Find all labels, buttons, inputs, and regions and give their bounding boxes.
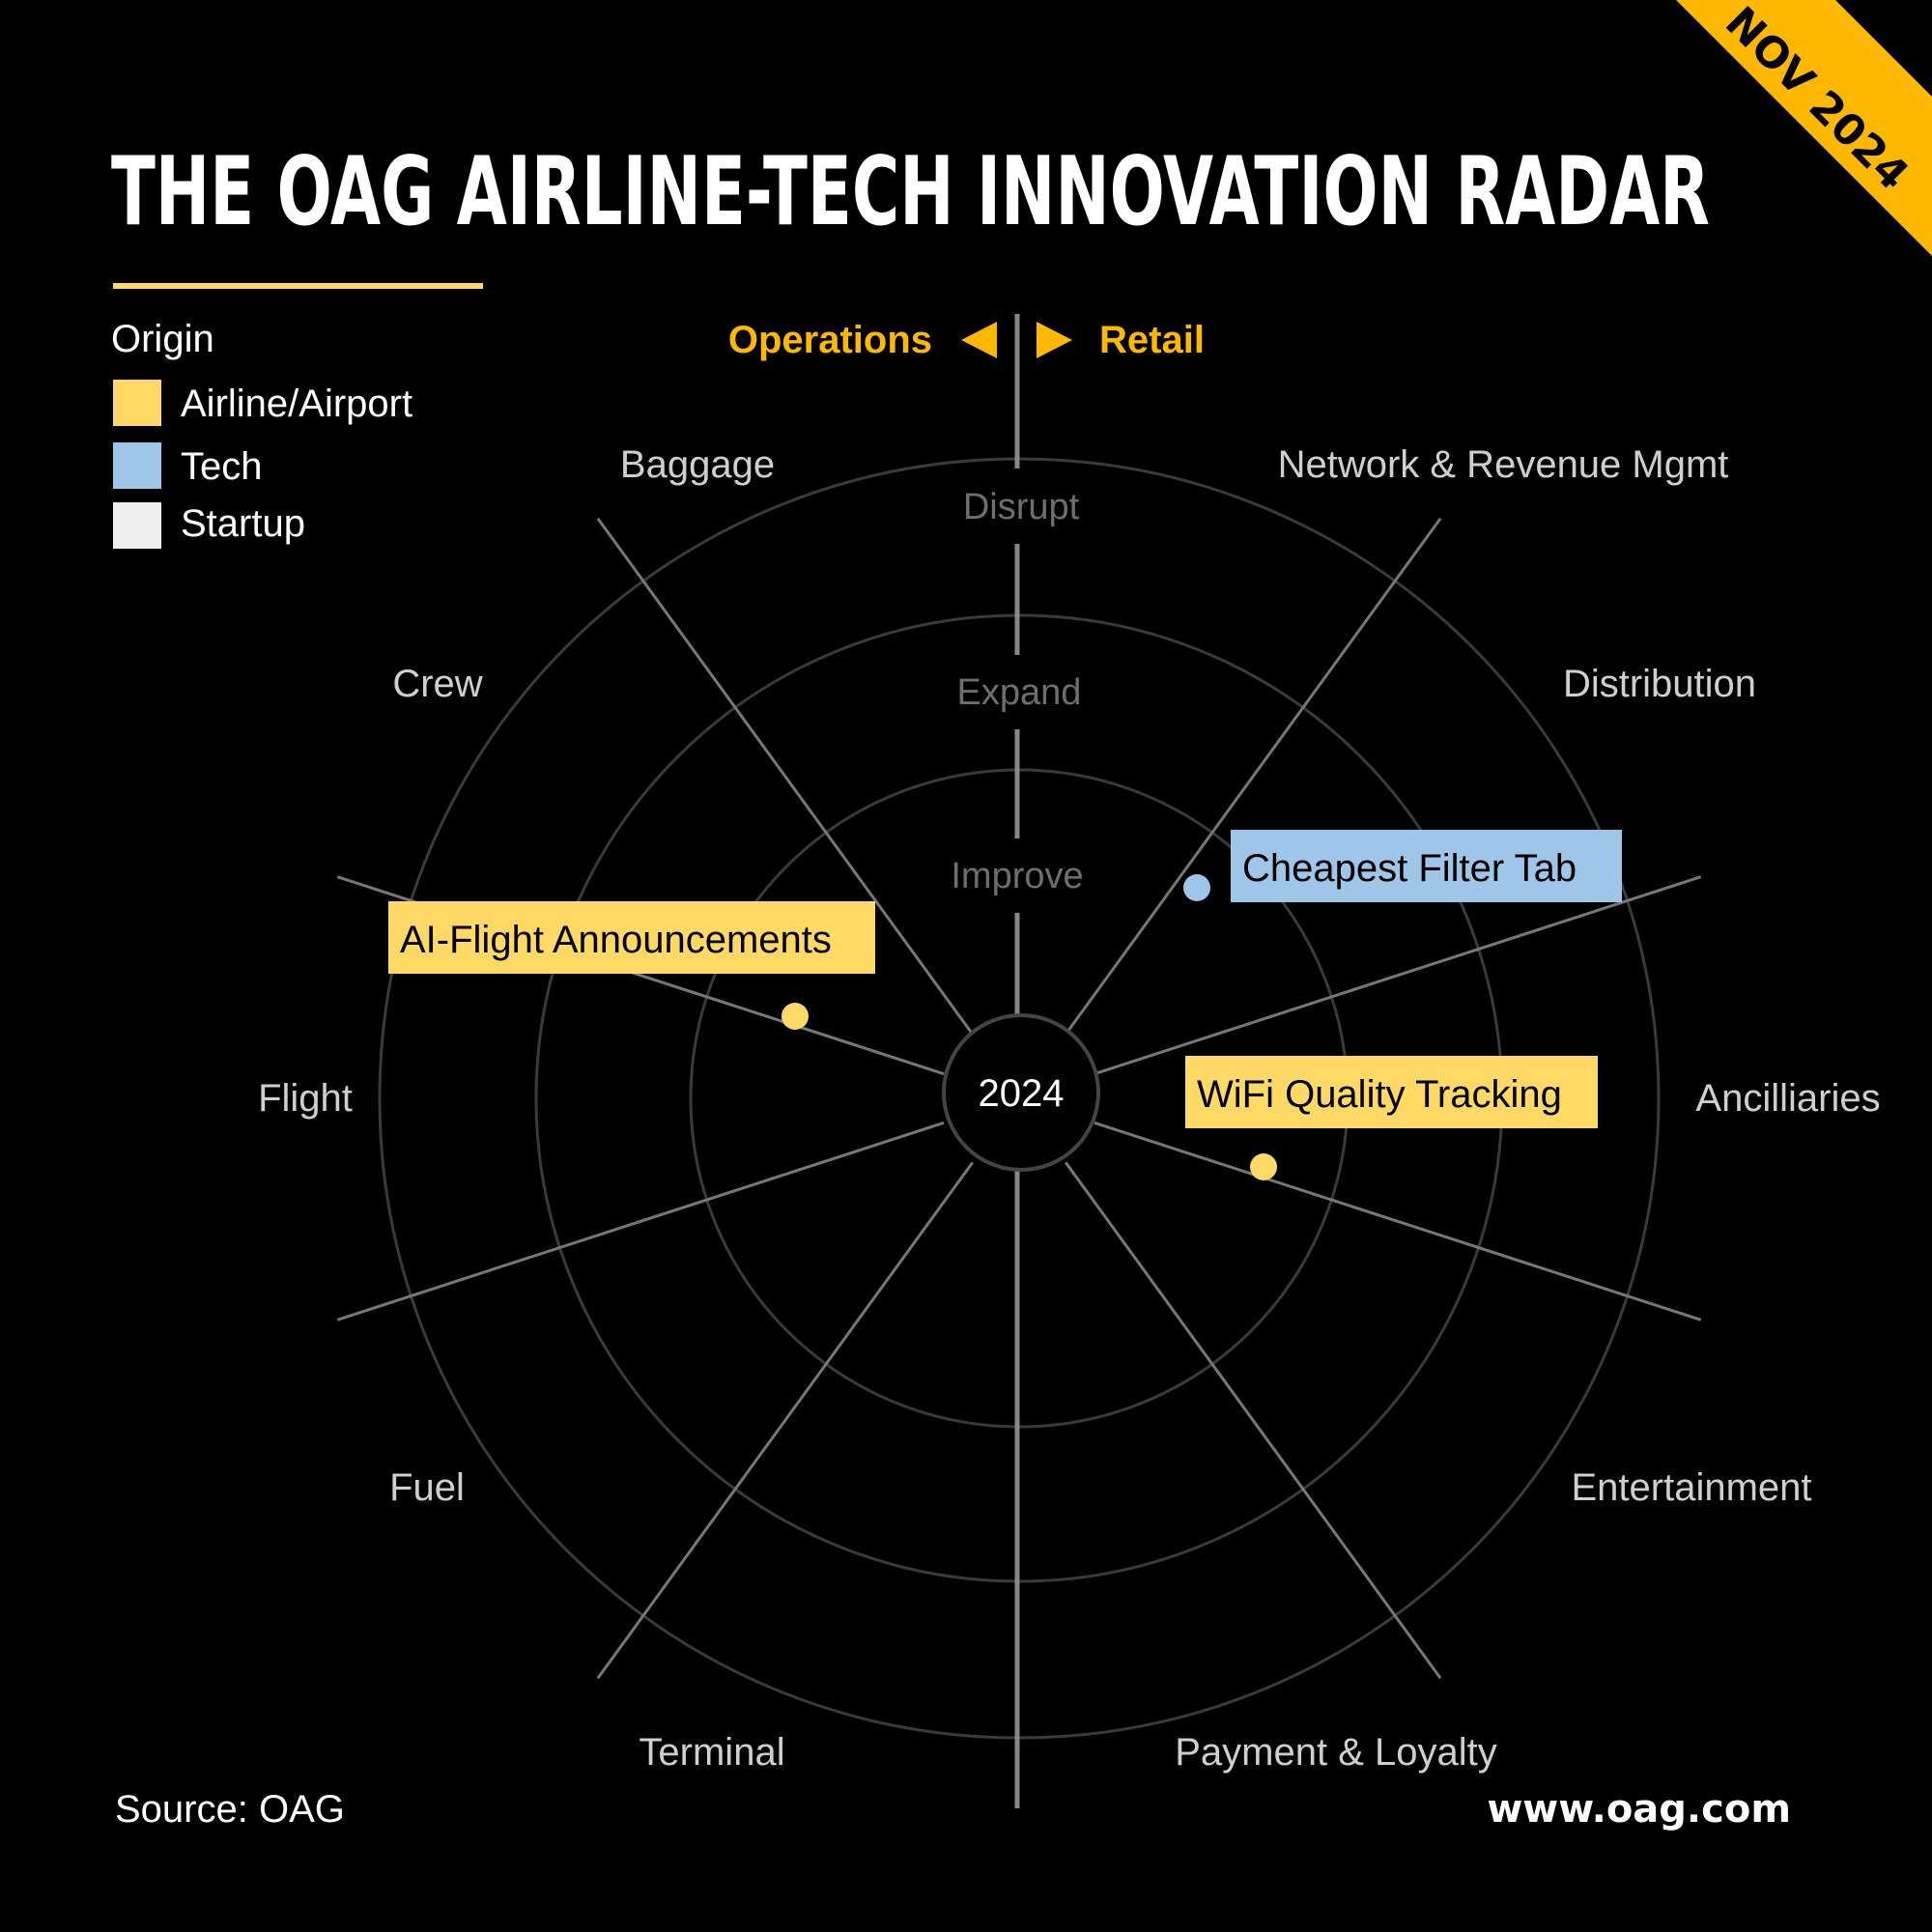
legend-swatch-tech [113, 442, 161, 489]
innovation-dot[interactable] [1250, 1153, 1277, 1180]
legend-label-tech: Tech [181, 445, 263, 488]
ring-label-disrupt: Disrupt [963, 487, 1080, 527]
segment-label-flight: Flight [258, 1077, 353, 1120]
legend-swatch-airline-airport [113, 380, 161, 426]
segment-label-terminal: Terminal [639, 1731, 784, 1774]
innovation-tag[interactable] [1185, 1056, 1598, 1128]
legend-title: Origin [111, 318, 214, 360]
legend-label-airline-airport: Airline/Airport [181, 383, 412, 425]
innovation-tag[interactable] [388, 901, 875, 974]
radar-grid: Disrupt Expand Improve 2024 [336, 314, 1702, 1808]
segment-spokes [336, 517, 1702, 1680]
operations-arrow-icon [961, 322, 997, 358]
innovation-label: Cheapest Filter Tab [1242, 847, 1577, 890]
title-underline [113, 283, 483, 289]
segment-label-baggage: Baggage [620, 443, 775, 486]
segment-label-entertainment: Entertainment [1571, 1466, 1811, 1509]
legend-swatch-startup [113, 502, 161, 549]
innovation-dot[interactable] [1183, 874, 1210, 901]
innovation-markers: Cheapest Filter Tab AI-Flight Announceme… [388, 830, 1622, 1180]
innovation-ai-flight-announcements[interactable]: AI-Flight Announcements [388, 901, 875, 1030]
center-hub [942, 1013, 1100, 1172]
segment-label-crew: Crew [392, 663, 482, 705]
segment-spoke [1064, 1161, 1442, 1680]
legend-label-startup: Startup [181, 502, 305, 545]
segment-label-network-revenue-mgmt: Network & Revenue Mgmt [1278, 443, 1729, 486]
innovation-dot[interactable] [781, 1003, 809, 1030]
segment-spoke [596, 1161, 975, 1680]
website-link[interactable]: www.oag.com [1487, 1787, 1791, 1832]
segment-label-payment-loyalty: Payment & Loyalty [1175, 1731, 1497, 1774]
innovation-label: WiFi Quality Tracking [1197, 1073, 1562, 1116]
segment-spoke [1094, 875, 1702, 1076]
ring-label-improve: Improve [951, 856, 1083, 896]
segment-spoke [596, 517, 975, 1036]
innovation-cheapest-filter-tab[interactable]: Cheapest Filter Tab [1183, 830, 1622, 902]
segment-label-ancilliaries: Ancilliaries [1695, 1077, 1880, 1120]
segment-spoke [1064, 517, 1442, 1036]
segment-spoke [1094, 1121, 1702, 1321]
innovation-tag[interactable] [1231, 830, 1622, 902]
corner-badge-ribbon [1676, 0, 1932, 256]
segment-label-distribution: Distribution [1563, 663, 1756, 705]
innovation-label: AI-Flight Announcements [400, 919, 832, 961]
axis-direction-header: Operations Retail [728, 319, 1205, 361]
center-year-label: 2024 [979, 1072, 1065, 1115]
segment-spoke [336, 1121, 945, 1321]
innovation-wifi-quality-tracking[interactable]: WiFi Quality Tracking [1185, 1056, 1598, 1180]
segment-labels: Baggage Network & Revenue Mgmt Distribut… [258, 443, 1880, 1774]
source-note: Source: OAG [115, 1788, 345, 1831]
page-title: THE OAG AIRLINE-TECH INNOVATION RADAR [111, 137, 1710, 247]
retail-arrow-icon [1037, 322, 1072, 358]
operations-label: Operations [728, 319, 932, 361]
ring-label-expand: Expand [957, 672, 1082, 713]
retail-label: Retail [1099, 319, 1205, 361]
legend: Origin Airline/Airport Tech Startup [111, 318, 412, 549]
segment-label-fuel: Fuel [389, 1466, 465, 1509]
